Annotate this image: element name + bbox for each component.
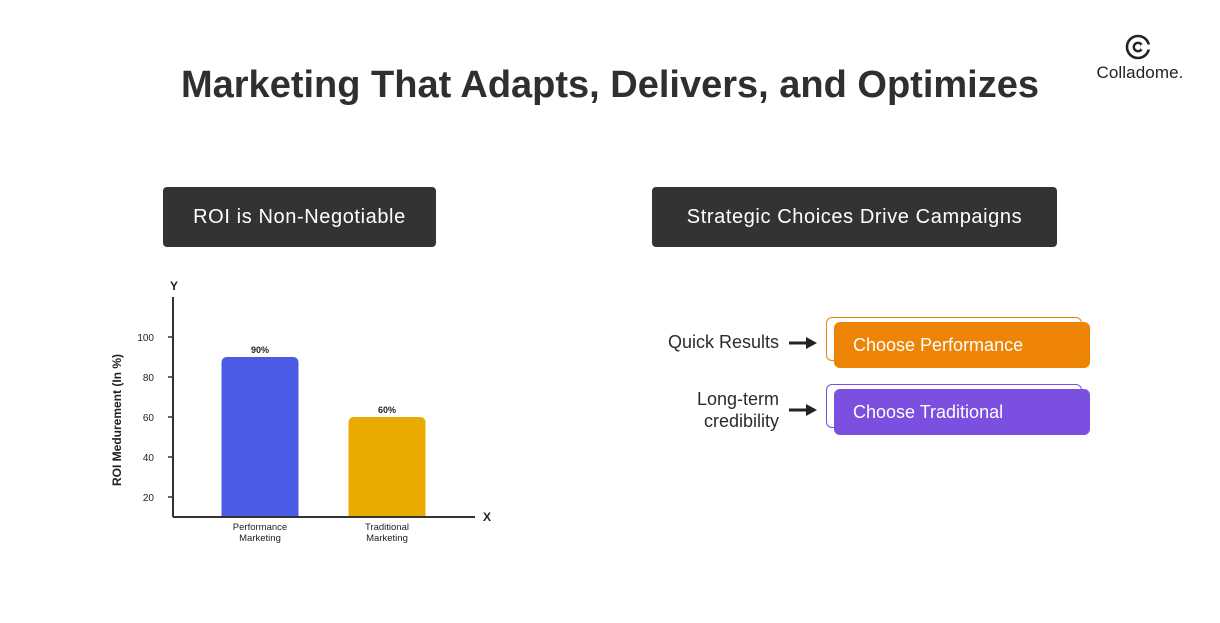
bar-data-label: 60% [378, 405, 396, 415]
roi-bar-chart: 20 40 60 80 100 90% Performance Marketing 60% Tr… [110, 279, 491, 544]
choose-traditional-button[interactable]: Choose Traditional [834, 389, 1090, 435]
y-axis-label: ROI Medurement (In %) [110, 354, 124, 486]
y-tick-label: 60 [143, 413, 155, 424]
x-category-label: Performance Marketing [233, 522, 287, 544]
roi-heading: ROI is Non-Negotiable [163, 187, 436, 247]
brand-name: Colladome. [1096, 63, 1184, 82]
y-axis-letter: Y [170, 279, 178, 293]
choice-button-group: Choose Traditional [826, 384, 1090, 436]
brand-logo: Colladome. [1088, 30, 1192, 86]
strategy-heading: Strategic Choices Drive Campaigns [652, 187, 1057, 247]
y-tick-label: 40 [143, 453, 155, 464]
choice-button-group: Choose Performance [826, 317, 1090, 369]
colladome-logo-icon [1125, 34, 1153, 60]
x-axis-label: X [483, 510, 491, 524]
right-arrow-icon [789, 337, 817, 349]
choice-label: Long-term credibility [696, 389, 779, 431]
y-tick-label: 20 [143, 493, 155, 504]
choice-label: Quick Results [667, 332, 779, 352]
y-tick-label: 100 [137, 333, 154, 344]
x-category-label: Traditional Marketing [365, 522, 409, 544]
page-title: Marketing That Adapts, Delivers, and Opt… [180, 64, 1039, 106]
bar [348, 417, 426, 517]
bar [221, 357, 299, 517]
y-tick-label: 80 [143, 373, 155, 384]
choose-performance-button[interactable]: Choose Performance [834, 322, 1090, 368]
right-arrow-icon [789, 404, 817, 416]
bar-data-label: 90% [251, 345, 269, 355]
